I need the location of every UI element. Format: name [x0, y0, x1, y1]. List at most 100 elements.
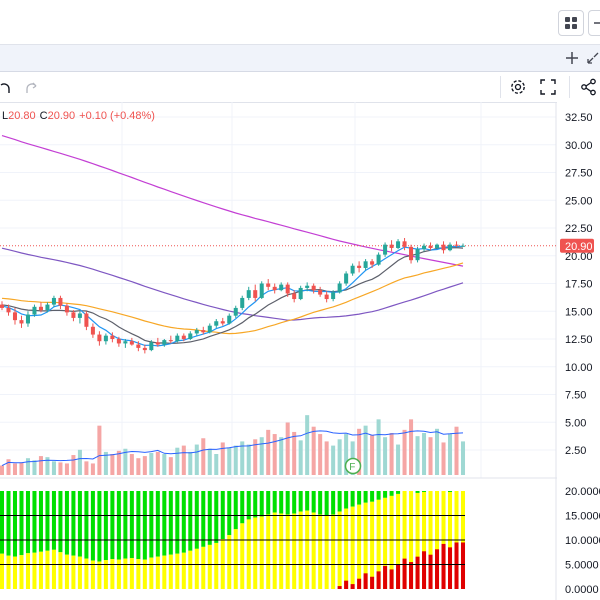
- volume-bar: [422, 433, 427, 475]
- osc-green-bar: [188, 491, 193, 551]
- osc-yellow-bar: [110, 559, 115, 589]
- candle-body: [194, 330, 199, 334]
- osc-green-bar: [305, 491, 310, 511]
- fullscreen-icon[interactable]: [540, 79, 556, 95]
- osc-red-bar: [441, 543, 446, 589]
- earnings-icon[interactable]: [344, 457, 362, 475]
- settings-icon[interactable]: [509, 78, 527, 96]
- osc-green-bar: [142, 491, 147, 560]
- candle-body: [363, 261, 368, 268]
- change-value: +0.10 (+0.48%): [79, 110, 155, 122]
- ma-slow-line: [1, 246, 464, 345]
- add-button[interactable]: [588, 10, 600, 36]
- volume-bar: [266, 429, 271, 475]
- osc-yellow-bar: [305, 510, 310, 589]
- volume-bar: [246, 444, 251, 475]
- volume-bar: [428, 437, 433, 475]
- volume-bar: [415, 436, 420, 475]
- candle-body: [71, 312, 76, 318]
- osc-green-bar: [285, 491, 290, 515]
- grid-lines: [0, 102, 600, 600]
- volume-bar: [12, 463, 17, 475]
- osc-green-bar: [389, 491, 394, 496]
- osc-yellow-bar: [32, 552, 37, 589]
- osc-yellow-bar: [396, 493, 401, 589]
- osc-yellow-bar: [207, 544, 212, 589]
- osc-red-bar: [376, 571, 381, 589]
- osc-green-bar: [331, 491, 336, 515]
- volume-bar: [175, 447, 180, 475]
- price-tick-label: 20.00: [565, 251, 593, 263]
- oscillator-pane: [0, 491, 466, 589]
- ma-orange-line: [1, 262, 464, 335]
- candle-body: [123, 341, 128, 344]
- price-axis[interactable]: 32.50 30.00 27.50 25.00 22.50 20.00 17.50 15.00…: [557, 102, 600, 600]
- osc-red-bar: [363, 573, 368, 589]
- osc-green-bar: [233, 491, 238, 530]
- volume-bar: [38, 456, 43, 475]
- volume-bar: [292, 431, 297, 475]
- volume-bar: [370, 435, 375, 475]
- low-label: L: [2, 110, 9, 122]
- volume-bar: [389, 433, 394, 475]
- osc-yellow-bar: [142, 559, 147, 589]
- osc-green-bar: [84, 491, 89, 559]
- osc-yellow-bar: [279, 513, 284, 589]
- share-icon[interactable]: [580, 78, 598, 96]
- osc-red-bar: [370, 576, 375, 589]
- osc-green-bar: [214, 491, 219, 543]
- osc-yellow-bar: [58, 552, 63, 589]
- osc-green-bar: [149, 491, 154, 558]
- candle-body: [77, 313, 82, 318]
- osc-yellow-bar: [201, 546, 206, 589]
- layout-button[interactable]: [558, 10, 584, 36]
- candle-body: [175, 335, 180, 342]
- volume-bar: [253, 439, 258, 475]
- volume-bar: [58, 462, 63, 475]
- toolbar-divider: [500, 76, 501, 98]
- volume-bar: [376, 419, 381, 475]
- candle-body: [279, 284, 284, 291]
- price-tick-label: 5.00: [565, 417, 586, 429]
- candle-body: [292, 293, 297, 300]
- osc-green-bar: [422, 491, 427, 492]
- osc-yellow-bar: [71, 555, 76, 589]
- add-chart-icon[interactable]: [564, 50, 580, 66]
- osc-green-bar: [344, 491, 349, 509]
- volume-bar: [220, 442, 225, 475]
- candle-body: [25, 314, 30, 324]
- osc-green-bar: [324, 491, 329, 516]
- candle-body: [97, 334, 102, 342]
- osc-red-bar: [337, 586, 342, 589]
- price-tick-label: 17.50: [565, 279, 593, 291]
- redo-icon[interactable]: [24, 80, 38, 94]
- osc-yellow-bar: [240, 523, 245, 589]
- expand-icon[interactable]: [586, 51, 600, 65]
- osc-green-bar: [383, 491, 388, 498]
- osc-red-bar: [448, 547, 453, 589]
- price-tick-label: 2.50: [565, 445, 586, 457]
- candle-body: [6, 307, 11, 313]
- osc-yellow-bar: [188, 550, 193, 589]
- candle-body: [32, 306, 37, 315]
- price-tick-label: 30.00: [565, 140, 593, 152]
- candle-body: [428, 245, 433, 248]
- osc-yellow-bar: [324, 515, 329, 589]
- undo-icon[interactable]: [0, 80, 12, 94]
- osc-green-bar: [6, 491, 11, 556]
- osc-yellow-bar: [129, 558, 134, 589]
- axis-background: [557, 102, 600, 600]
- volume-bar: [402, 429, 407, 475]
- osc-green-bar: [90, 491, 95, 561]
- osc-yellow-bar: [285, 514, 290, 589]
- osc-tick-label: 20.0000: [565, 486, 600, 498]
- price-chart[interactable]: 32.50 30.00 27.50 25.00 22.50 20.00 17.50 15.00…: [0, 102, 600, 600]
- candle-body: [233, 307, 238, 316]
- osc-red-bar: [428, 554, 433, 589]
- candle-body: [331, 292, 336, 300]
- volume-bar: [84, 461, 89, 475]
- osc-yellow-bar: [227, 535, 232, 589]
- volume-bar: [6, 459, 11, 475]
- volume-bar: [383, 437, 388, 475]
- volume-bar: [318, 434, 323, 475]
